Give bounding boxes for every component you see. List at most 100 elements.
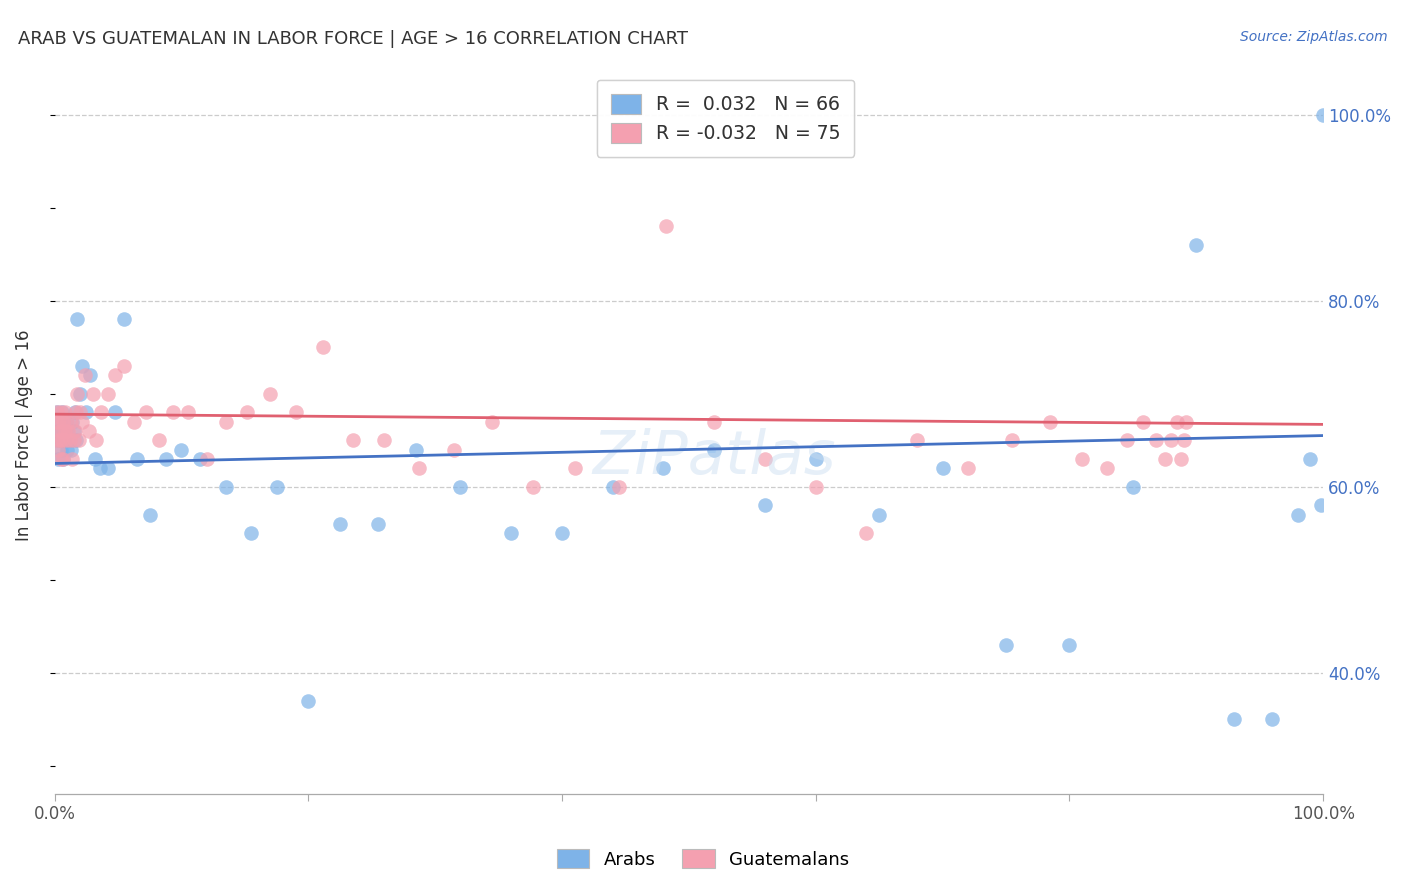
Point <box>297 693 319 707</box>
Point <box>177 405 200 419</box>
Point <box>46 442 69 457</box>
Text: ZiPatlas: ZiPatlas <box>592 427 837 486</box>
Point <box>52 451 75 466</box>
Point <box>1312 108 1334 122</box>
Point <box>72 415 94 429</box>
Point <box>46 405 69 419</box>
Point <box>342 434 364 448</box>
Point <box>259 386 281 401</box>
Point <box>956 461 979 475</box>
Point <box>284 405 307 419</box>
Point <box>1299 451 1322 466</box>
Point <box>1185 238 1208 252</box>
Text: Source: ZipAtlas.com: Source: ZipAtlas.com <box>1240 30 1388 45</box>
Point <box>60 415 83 429</box>
Point <box>51 434 73 448</box>
Point <box>46 434 69 448</box>
Point <box>1286 508 1309 522</box>
Point <box>62 434 84 448</box>
Point <box>56 424 79 438</box>
Point <box>1071 451 1094 466</box>
Point <box>46 415 69 429</box>
Point <box>60 442 83 457</box>
Point <box>67 434 90 448</box>
Point <box>868 508 890 522</box>
Point <box>60 451 83 466</box>
Point <box>1115 434 1137 448</box>
Point <box>46 434 69 448</box>
Point <box>82 386 104 401</box>
Y-axis label: In Labor Force | Age > 16: In Labor Force | Age > 16 <box>15 330 32 541</box>
Point <box>77 424 100 438</box>
Point <box>804 451 827 466</box>
Point <box>148 434 170 448</box>
Point <box>89 461 111 475</box>
Point <box>607 480 630 494</box>
Point <box>58 424 80 438</box>
Point <box>162 405 184 419</box>
Text: ARAB VS GUATEMALAN IN LABOR FORCE | AGE > 16 CORRELATION CHART: ARAB VS GUATEMALAN IN LABOR FORCE | AGE … <box>18 30 689 48</box>
Point <box>63 405 86 419</box>
Point <box>48 434 70 448</box>
Point <box>104 368 127 383</box>
Point <box>367 516 389 531</box>
Point <box>1144 434 1167 448</box>
Point <box>408 461 430 475</box>
Point <box>1059 638 1081 652</box>
Point <box>49 424 72 438</box>
Point <box>56 415 79 429</box>
Point <box>1173 434 1195 448</box>
Point <box>51 424 73 438</box>
Point <box>703 442 725 457</box>
Point <box>754 451 776 466</box>
Point <box>63 424 86 438</box>
Point <box>97 386 120 401</box>
Point <box>52 415 75 429</box>
Point <box>1122 480 1144 494</box>
Point <box>602 480 624 494</box>
Point <box>53 424 76 438</box>
Point <box>1001 434 1024 448</box>
Point <box>1261 712 1284 726</box>
Point <box>1223 712 1246 726</box>
Point <box>905 434 928 448</box>
Point <box>522 480 544 494</box>
Point <box>1039 415 1062 429</box>
Point <box>84 451 107 466</box>
Point <box>58 434 80 448</box>
Point <box>1175 415 1198 429</box>
Point <box>138 508 160 522</box>
Point <box>48 415 70 429</box>
Point <box>450 480 472 494</box>
Point <box>73 368 96 383</box>
Point <box>45 415 67 429</box>
Point <box>155 451 177 466</box>
Point <box>1132 415 1154 429</box>
Point <box>86 434 108 448</box>
Point <box>49 405 72 419</box>
Point <box>75 405 97 419</box>
Point <box>52 451 75 466</box>
Point <box>190 451 212 466</box>
Point <box>551 526 574 541</box>
Point <box>112 312 135 326</box>
Legend: R =  0.032   N = 66, R = -0.032   N = 75: R = 0.032 N = 66, R = -0.032 N = 75 <box>596 79 855 157</box>
Point <box>564 461 586 475</box>
Point <box>48 424 70 438</box>
Point <box>481 415 503 429</box>
Point <box>443 442 465 457</box>
Point <box>703 415 725 429</box>
Point <box>652 461 675 475</box>
Point <box>405 442 427 457</box>
Point <box>46 405 69 419</box>
Point <box>170 442 193 457</box>
Legend: Arabs, Guatemalans: Arabs, Guatemalans <box>550 841 856 876</box>
Point <box>104 405 127 419</box>
Point <box>373 434 395 448</box>
Point <box>66 312 89 326</box>
Point <box>215 415 238 429</box>
Point <box>1153 451 1175 466</box>
Point <box>69 405 91 419</box>
Point <box>124 415 146 429</box>
Point <box>97 461 120 475</box>
